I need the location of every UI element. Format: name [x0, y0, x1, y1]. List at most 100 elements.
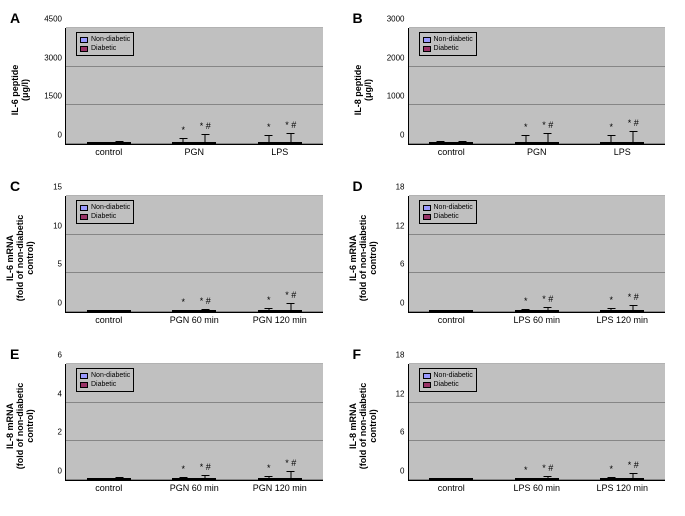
- chart-area: 0246Non-diabeticDiabeticcontrol** #PGN 6…: [65, 364, 323, 481]
- y-tick: 18: [396, 183, 409, 192]
- bar-group: ** #LPS: [258, 142, 302, 144]
- significance-marker: *: [181, 297, 185, 307]
- significance-marker: * #: [628, 292, 639, 302]
- y-tick: 3000: [44, 53, 66, 62]
- y-tick: 10: [53, 221, 66, 230]
- significance-marker: *: [609, 295, 613, 305]
- legend-label: Non-diabetic: [434, 35, 473, 44]
- chart-area: 0100020003000Non-diabeticDiabeticcontrol…: [408, 28, 666, 145]
- x-tick-label: LPS: [271, 144, 288, 157]
- x-tick-label: PGN 60 min: [170, 480, 219, 493]
- chart-area: 051015Non-diabeticDiabeticcontrol** #PGN…: [65, 196, 323, 313]
- legend-label: Non-diabetic: [434, 371, 473, 380]
- legend-label: Diabetic: [91, 380, 116, 389]
- significance-marker: *: [181, 464, 185, 474]
- bar-group: control: [87, 310, 131, 312]
- bar-group: ** #PGN 60 min: [172, 310, 216, 312]
- panel-C: CIL-6 mRNA (fold of non-diabetic control…: [10, 178, 333, 338]
- significance-marker: *: [267, 122, 271, 132]
- legend: Non-diabeticDiabetic: [419, 368, 477, 392]
- y-tick: 6: [400, 428, 408, 437]
- panel-label: E: [10, 346, 19, 362]
- significance-marker: *: [609, 464, 613, 474]
- y-tick: 1000: [387, 92, 409, 101]
- x-tick-label: control: [438, 144, 465, 157]
- y-axis-label: IL-6 mRNA (fold of non-diabetic control): [349, 198, 379, 318]
- x-tick-label: control: [438, 312, 465, 325]
- panel-label: C: [10, 178, 20, 194]
- significance-marker: *: [609, 122, 613, 132]
- y-tick: 0: [400, 131, 408, 140]
- bar-group: control: [429, 142, 473, 144]
- bar-group: ** #LPS 120 min: [600, 478, 644, 480]
- bar-group: ** #LPS 120 min: [600, 310, 644, 312]
- significance-marker: *: [181, 125, 185, 135]
- x-tick-label: PGN: [184, 144, 204, 157]
- significance-marker: * #: [200, 121, 211, 131]
- x-tick-label: LPS 120 min: [596, 312, 648, 325]
- significance-marker: * #: [628, 460, 639, 470]
- y-tick: 2: [58, 428, 66, 437]
- bar-group: control: [87, 142, 131, 144]
- bar-group: ** #LPS: [600, 142, 644, 144]
- legend-label: Non-diabetic: [91, 35, 130, 44]
- x-tick-label: LPS: [614, 144, 631, 157]
- y-tick: 4: [58, 389, 66, 398]
- y-tick: 0: [58, 299, 66, 308]
- x-tick-label: PGN: [527, 144, 547, 157]
- y-axis-label: IL-8 mRNA (fold of non-diabetic control): [349, 366, 379, 486]
- significance-marker: *: [524, 296, 528, 306]
- significance-marker: * #: [200, 462, 211, 472]
- y-tick: 0: [58, 467, 66, 476]
- x-tick-label: LPS 60 min: [513, 480, 560, 493]
- y-axis-label: IL-6 peptide (μg/l): [11, 30, 31, 150]
- significance-marker: * #: [285, 290, 296, 300]
- legend-label: Diabetic: [91, 44, 116, 53]
- y-tick: 1500: [44, 92, 66, 101]
- legend: Non-diabeticDiabetic: [76, 200, 134, 224]
- y-tick: 12: [396, 221, 409, 230]
- panel-E: EIL-8 mRNA (fold of non-diabetic control…: [10, 346, 333, 506]
- panel-A: AIL-6 peptide (μg/l)0150030004500Non-dia…: [10, 10, 333, 170]
- bar-group: ** #PGN: [515, 142, 559, 144]
- bar-group: ** #LPS 60 min: [515, 310, 559, 312]
- legend-label: Non-diabetic: [91, 371, 130, 380]
- y-tick: 0: [400, 467, 408, 476]
- legend-label: Non-diabetic: [434, 203, 473, 212]
- bar-group: ** #PGN 60 min: [172, 478, 216, 480]
- y-tick: 6: [58, 351, 66, 360]
- x-tick-label: control: [95, 144, 122, 157]
- legend-label: Diabetic: [434, 44, 459, 53]
- legend: Non-diabeticDiabetic: [419, 32, 477, 56]
- significance-marker: * #: [200, 296, 211, 306]
- significance-marker: * #: [542, 120, 553, 130]
- significance-marker: *: [267, 463, 271, 473]
- y-axis-label: IL-8 peptide (μg/l): [354, 30, 374, 150]
- legend-label: Diabetic: [91, 212, 116, 221]
- legend-label: Diabetic: [434, 212, 459, 221]
- chart-area: 061218Non-diabeticDiabeticcontrol** #LPS…: [408, 364, 666, 481]
- panel-label: D: [353, 178, 363, 194]
- significance-marker: *: [524, 122, 528, 132]
- panel-B: BIL-8 peptide (μg/l)0100020003000Non-dia…: [353, 10, 676, 170]
- x-tick-label: PGN 60 min: [170, 312, 219, 325]
- significance-marker: * #: [542, 294, 553, 304]
- panel-F: FIL-8 mRNA (fold of non-diabetic control…: [353, 346, 676, 506]
- legend: Non-diabeticDiabetic: [76, 368, 134, 392]
- significance-marker: * #: [285, 120, 296, 130]
- y-tick: 18: [396, 351, 409, 360]
- chart-area: 0150030004500Non-diabeticDiabeticcontrol…: [65, 28, 323, 145]
- legend: Non-diabeticDiabetic: [419, 200, 477, 224]
- bar-group: control: [429, 478, 473, 480]
- x-tick-label: PGN 120 min: [253, 480, 307, 493]
- y-tick: 6: [400, 260, 408, 269]
- bar-group: ** #LPS 60 min: [515, 478, 559, 480]
- y-tick: 0: [400, 299, 408, 308]
- y-tick: 15: [53, 183, 66, 192]
- bar-group: control: [87, 478, 131, 480]
- y-axis-label: IL-8 mRNA (fold of non-diabetic control): [6, 366, 36, 486]
- bar-group: ** #PGN 120 min: [258, 310, 302, 312]
- bar-group: control: [429, 310, 473, 312]
- x-tick-label: control: [438, 480, 465, 493]
- y-axis-label: IL-6 mRNA (fold of non-diabetic control): [6, 198, 36, 318]
